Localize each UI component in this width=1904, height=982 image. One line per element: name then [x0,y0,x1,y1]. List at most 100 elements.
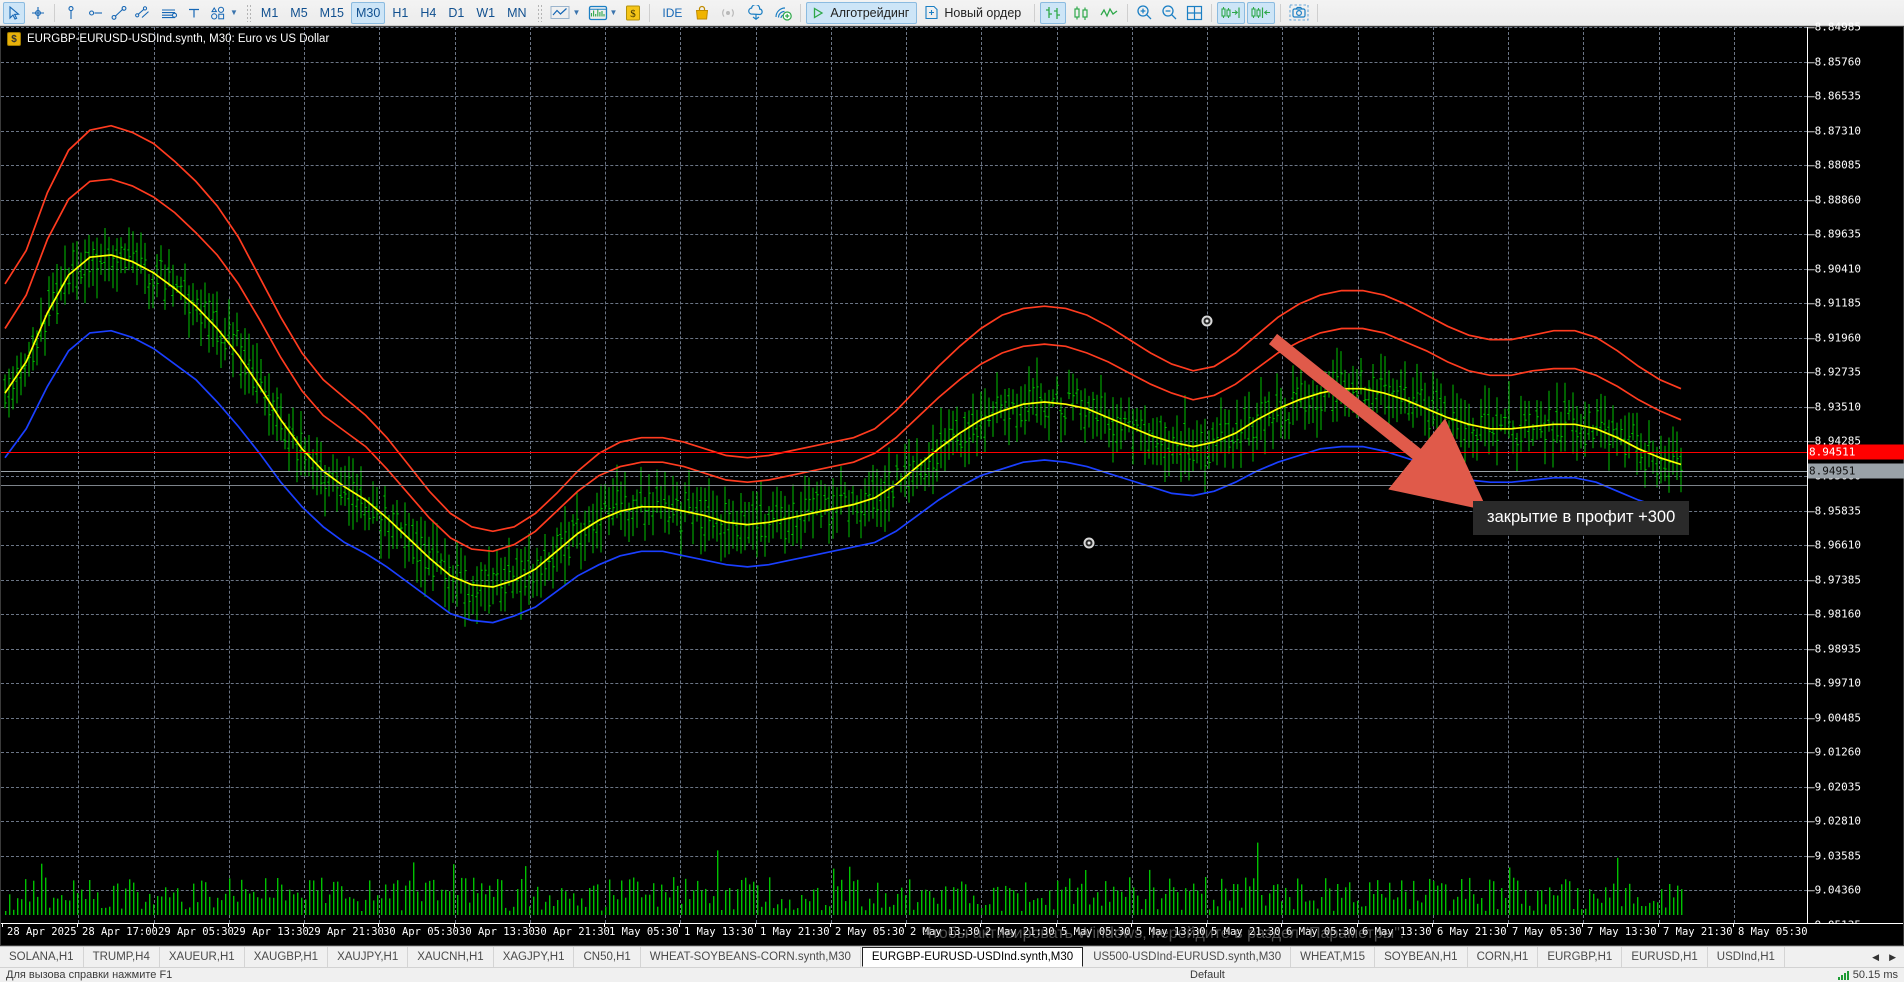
chart-tab[interactable]: CN50,H1 [574,947,641,967]
chart-tab[interactable]: EURGBP-EURUSD-USDInd.synth,M30 [861,947,1084,967]
new-order-button[interactable]: Новый ордер [919,2,1029,24]
price-axis[interactable]: –8.84985 –8.85760 –8.86535 –8.87310 –8.88085… [1807,21,1904,932]
trendline-tool-button[interactable] [108,2,130,24]
chart-shift-button[interactable] [1247,1,1276,24]
main-toolbar: ▼ M1 M5 M15 M30 H1 H4 D1 W1 MN ▼ ▼ $ IDE [0,0,1904,26]
screenshot-button[interactable] [1286,2,1312,24]
time-tick-label: 6 May 05:30 [1281,923,1356,938]
fibonacci-tool-button[interactable] [157,2,181,24]
toolbar-grip[interactable] [245,3,251,22]
timeframe-h1[interactable]: H1 [392,5,409,20]
indicators-button[interactable]: ▼ [547,2,584,24]
chart-tab[interactable]: XAUCNH,H1 [408,947,494,967]
chart-tab[interactable]: XAUEUR,H1 [160,947,245,967]
chart-tab[interactable]: XAUGBP,H1 [245,947,329,967]
profit-callout: закрытие в профит +300 [1473,501,1690,535]
timeframe-m5[interactable]: M5 [290,5,308,20]
chart-tab[interactable]: WHEAT-SOYBEANS-CORN.synth,M30 [641,947,861,967]
zoom-in-button[interactable] [1133,2,1156,24]
auto-scroll-button[interactable] [1217,1,1246,24]
tab-scroll-right-icon[interactable]: ▶ [1889,951,1896,962]
chevron-down-icon: ▼ [572,8,581,17]
price-tick-label: –8.96610 [1808,538,1861,552]
timeframe-h4[interactable]: H4 [420,5,437,20]
time-tick-label: 5 May 13:30 [1131,923,1206,938]
chart-tab[interactable]: EURUSD,H1 [1622,947,1708,967]
templates-button[interactable]: ▼ [585,2,620,24]
chart-tab[interactable]: TRUMP,H4 [84,947,160,967]
time-tick-label: 30 Apr 21:30 [529,923,610,938]
chart-tab[interactable]: US500-USDInd-EURUSD.synth,M30 [1084,947,1292,967]
time-tick-label: 2 May 05:30 [830,923,905,938]
chart-tab[interactable]: WHEAT,M15 [1291,947,1376,967]
toolbar-separator [1280,3,1282,22]
timeframe-mn[interactable]: MN [507,5,527,20]
toolbar-separator [800,3,802,22]
ide-button[interactable]: IDE [662,5,683,20]
horizontal-line-tool-button[interactable] [84,2,106,24]
status-connection[interactable]: 50.15 ms [1837,969,1898,981]
algotrading-button[interactable]: Алготрейдинг [806,1,918,24]
shapes-tool-button[interactable]: ▼ [207,2,241,24]
zoom-out-button[interactable] [1158,2,1181,24]
time-tick-label: 6 May 21:30 [1432,923,1507,938]
gridline-horizontal [1,199,1807,201]
chart-title: $ EURGBP-EURUSD-USDInd.synth, M30: Euro … [7,32,329,46]
gridline-vertical [831,27,832,923]
chart-tab[interactable]: SOYBEAN,H1 [1375,947,1468,967]
vps-cloud-button[interactable] [743,2,769,24]
currency-button[interactable]: $ [622,2,644,24]
line-chart-button[interactable] [1096,2,1122,24]
channel-tool-button[interactable] [132,2,155,24]
market-button[interactable] [691,2,713,24]
time-tick-label: 7 May 05:30 [1507,923,1582,938]
chart-title-text: EURGBP-EURUSD-USDInd.synth, M30: Euro vs… [27,33,330,45]
time-tick-label: 30 Apr 13:30 [454,923,535,938]
timeframe-m1[interactable]: M1 [260,5,279,20]
time-tick-label: 30 Apr 05:30 [378,923,459,938]
gridline-horizontal [1,855,1807,857]
status-hint: Для вызова справки нажмите F1 [6,969,173,981]
timeframe-w1[interactable]: W1 [476,5,496,20]
chart-tabs[interactable]: SOLANA,H1 TRUMP,H4 XAUEUR,H1 XAUGBP,H1 XAUJP… [0,946,1904,967]
community-button[interactable] [771,2,795,24]
time-tick-label: 7 May 13:30 [1582,923,1657,938]
text-label-tool-button[interactable] [183,2,205,24]
chart-tab[interactable]: XAUJPY,H1 [328,947,409,967]
chart-tab[interactable]: EURGBP,H1 [1538,947,1623,967]
chart-tab[interactable]: XAGJPY,H1 [494,947,575,967]
toolbar-grip-2[interactable] [536,3,542,22]
chevron-down-icon: ▼ [609,8,618,17]
indicator-line [4,178,1682,553]
chart-tab[interactable]: USDInd,H1 [1708,947,1785,967]
chart-object-marker-mid[interactable] [1083,537,1095,549]
timeframe-m15[interactable]: M15 [319,5,344,20]
chart-plot[interactable]: закрытие в профит +300 Активация Windows [1,27,1807,923]
candlestick-chart-button[interactable] [1068,2,1094,24]
price-tick-label: –8.92735 [1808,365,1861,379]
price-tick-label: –8.95835 [1808,504,1861,518]
cursor-tool-button[interactable] [3,1,25,24]
vertical-line-tool-button[interactable] [60,2,82,24]
grid-button[interactable] [1183,2,1206,24]
time-tick-label: 29 Apr 05:30 [153,923,234,938]
time-tick-label: 8 May 05:30 [1733,923,1808,938]
signals-button[interactable] [715,2,741,24]
tab-scroll-left-icon[interactable]: ◀ [1872,951,1880,962]
price-tick-label: –8.99710 [1808,676,1861,690]
tab-scroll-controls[interactable]: ◀ ▶ [1864,947,1904,967]
timeframe-d1[interactable]: D1 [448,5,465,20]
bid-price-badge: 8.94511 [1808,444,1904,460]
chart-area[interactable]: $ EURGBP-EURUSD-USDInd.synth, M30: Euro … [0,21,1904,946]
timeframe-m30[interactable]: M30 [351,1,386,24]
secondary-price-line [1,485,1807,487]
chart-tab[interactable]: CORN,H1 [1468,947,1539,967]
time-axis[interactable]: 28 Apr 2025 28 Apr 17:00 29 Apr 05:30 29 Ap… [1,923,1903,945]
chart-tab[interactable]: SOLANA,H1 [0,947,84,967]
gridline-vertical [229,27,230,923]
crosshair-tool-button[interactable] [27,2,49,24]
price-tick-label: –8.91960 [1808,331,1861,345]
toolbar-separator [649,3,651,22]
chart-object-marker-entry[interactable] [1201,315,1213,327]
bar-chart-button[interactable] [1040,1,1067,24]
